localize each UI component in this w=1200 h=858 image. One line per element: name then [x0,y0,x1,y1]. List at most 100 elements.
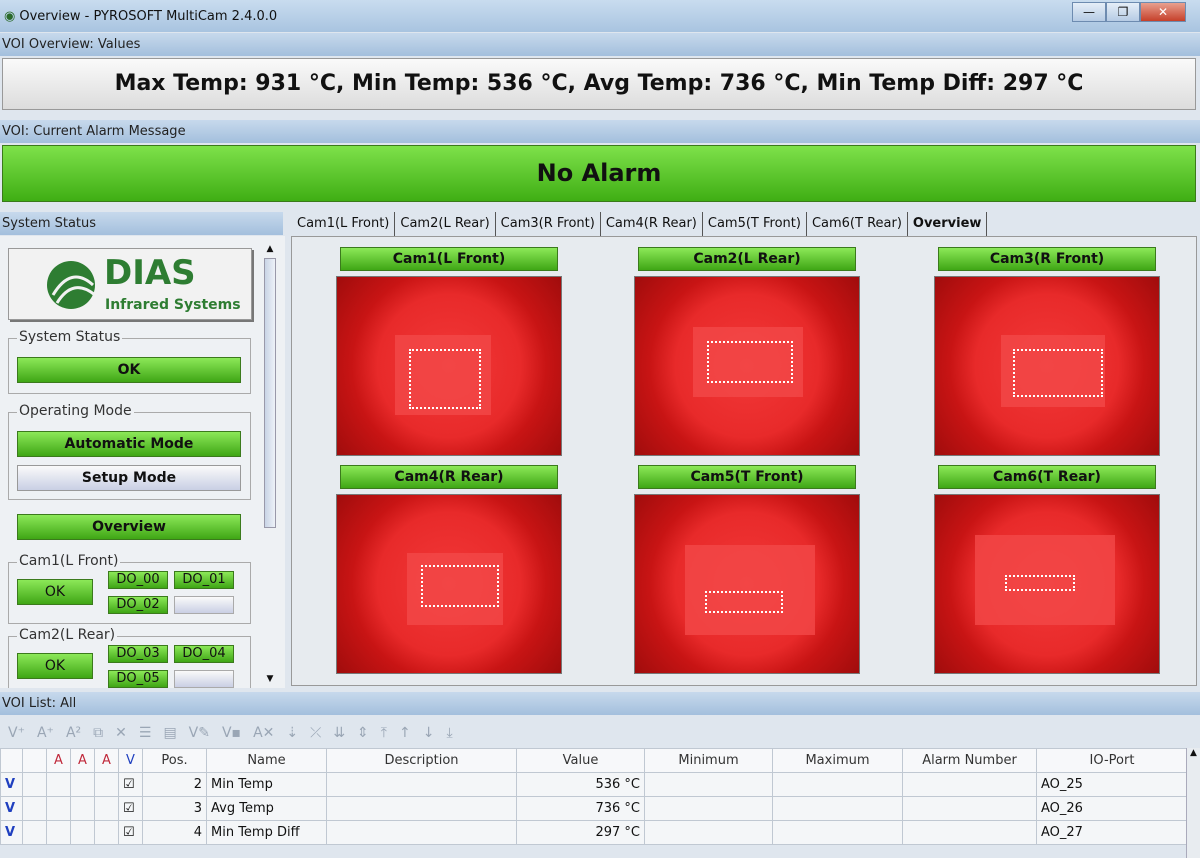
voi-check-icon[interactable]: V [118,748,143,773]
thermal-image[interactable] [634,494,860,674]
camera-title[interactable]: Cam4(R Rear) [340,465,558,489]
list-icon[interactable]: ☰ [138,725,152,741]
thermal-image[interactable] [336,494,562,674]
maximize-button[interactable]: ❐ [1106,2,1140,22]
cell-minimum [644,820,773,845]
row-checkbox[interactable]: ☑ [118,820,143,845]
align-icon[interactable]: ⇊ [333,725,346,741]
tab-cam6[interactable]: Cam6(T Rear) [807,212,908,236]
voi-save-icon[interactable]: V▪ [221,725,242,741]
remove-all-icon[interactable]: ⤫ [310,725,322,741]
system-status-group: System Status OK [8,329,251,394]
move-up-icon[interactable]: ↑ [398,725,411,741]
voi-flag: V [0,820,23,845]
add-area-list-icon[interactable]: A² [65,725,82,741]
do-output-empty [174,596,234,614]
voi-flag: V [0,796,23,821]
cell-io: AO_25 [1036,772,1188,797]
dias-logo: DIAS Infrared Systems [8,248,252,320]
clear-area-icon[interactable]: A✕ [253,725,275,741]
col-description[interactable]: Description [326,748,517,773]
add-area-icon[interactable]: A⁺ [36,725,54,741]
area-save-icon[interactable]: A [46,748,71,773]
automatic-mode-button[interactable]: Automatic Mode [17,431,241,457]
sort-icon[interactable]: ⇣ [286,725,299,741]
logo-sub: Infrared Systems [105,297,241,313]
area-table-icon[interactable]: A [94,748,119,773]
table-row[interactable]: V ☑ 3 Avg Temp 736 °C AO_26 [0,796,1188,821]
setup-mode-button[interactable]: Setup Mode [17,465,241,491]
tab-cam1[interactable]: Cam1(L Front) [292,212,396,236]
cell-alarm [902,796,1037,821]
tab-overview[interactable]: Overview [908,212,988,236]
system-status-ok[interactable]: OK [17,357,241,383]
camera-tabs: Cam1(L Front) Cam2(L Rear) Cam3(R Front)… [292,212,988,236]
voi-edit-icon[interactable]: V✎ [188,725,210,741]
cam2-status[interactable]: OK [17,653,93,679]
do-output: DO_02 [108,596,168,614]
thermal-image[interactable] [934,276,1160,456]
camera-panel: Cam1(L Front) [336,247,562,456]
group-label: Operating Mode [17,403,134,419]
tab-cam4[interactable]: Cam4(R Rear) [601,212,703,236]
minimize-button[interactable]: — [1072,2,1106,22]
system-status-header: System Status [0,212,283,235]
cell-pos: 3 [142,796,207,821]
camera-title[interactable]: Cam2(L Rear) [638,247,856,271]
alarm-message: No Alarm [2,145,1196,202]
do-output-empty [174,670,234,688]
table-row[interactable]: V ☑ 2 Min Temp 536 °C AO_25 [0,772,1188,797]
do-output: DO_03 [108,645,168,663]
title-bar: ◉ Overview - PYROSOFT MultiCam 2.4.0.0 —… [0,0,1200,32]
move-bottom-icon[interactable]: ⤓ [446,725,453,741]
thermal-image[interactable] [336,276,562,456]
col-name[interactable]: Name [206,748,327,773]
tab-cam3[interactable]: Cam3(R Front) [496,212,601,236]
close-button[interactable]: ✕ [1140,2,1186,22]
delete-icon[interactable]: ✕ [115,725,127,741]
camera-title[interactable]: Cam5(T Front) [638,465,856,489]
area-edit-icon[interactable]: A [70,748,95,773]
col-io-port[interactable]: IO-Port [1036,748,1188,773]
cam1-group: Cam1(L Front) OK DO_00 DO_01 DO_02 [8,553,251,624]
cam1-status[interactable]: OK [17,579,93,605]
move-top-icon[interactable]: ⤒ [380,725,387,741]
col-alarm-number[interactable]: Alarm Number [902,748,1037,773]
group-label: Cam1(L Front) [17,553,121,569]
do-output: DO_05 [108,670,168,688]
cell-maximum [772,820,903,845]
camera-title[interactable]: Cam6(T Rear) [938,465,1156,489]
voi-table: A A A V Pos. Name Description Value Mini… [0,748,1188,845]
thermal-image[interactable] [634,276,860,456]
cell-pos: 4 [142,820,207,845]
tab-cam5[interactable]: Cam5(T Front) [703,212,807,236]
sidebar-scrollbar[interactable]: ▲ ​ ▼ [262,244,278,684]
col-value[interactable]: Value [516,748,645,773]
app-icon: ◉ [4,8,16,24]
col-maximum[interactable]: Maximum [772,748,903,773]
properties-icon[interactable]: ▤ [163,725,177,741]
tab-cam2[interactable]: Cam2(L Rear) [395,212,496,236]
row-checkbox[interactable]: ☑ [118,772,143,797]
camera-panel: Cam6(T Rear) [934,465,1160,674]
cell-minimum [644,796,773,821]
overview-button[interactable]: Overview [17,514,241,540]
table-scrollbar[interactable]: ▲ [1186,748,1200,858]
logo-icon [47,261,96,309]
col-minimum[interactable]: Minimum [644,748,773,773]
col-pos[interactable]: Pos. [142,748,207,773]
cell-alarm [902,772,1037,797]
camera-title[interactable]: Cam3(R Front) [938,247,1156,271]
distribute-icon[interactable]: ⇕ [357,725,369,741]
camera-title[interactable]: Cam1(L Front) [340,247,558,271]
add-voi-icon[interactable]: V⁺ [8,725,25,741]
table-row[interactable]: V ☑ 4 Min Temp Diff 297 °C AO_27 [0,820,1188,845]
camera-panel: Cam3(R Front) [934,247,1160,456]
group-label: System Status [17,329,123,345]
move-down-icon[interactable]: ↓ [422,725,435,741]
cell-name: Avg Temp [206,796,327,821]
row-checkbox[interactable]: ☑ [118,796,143,821]
copy-icon[interactable]: ⧉ [93,725,104,741]
thermal-image[interactable] [934,494,1160,674]
cell-maximum [772,796,903,821]
